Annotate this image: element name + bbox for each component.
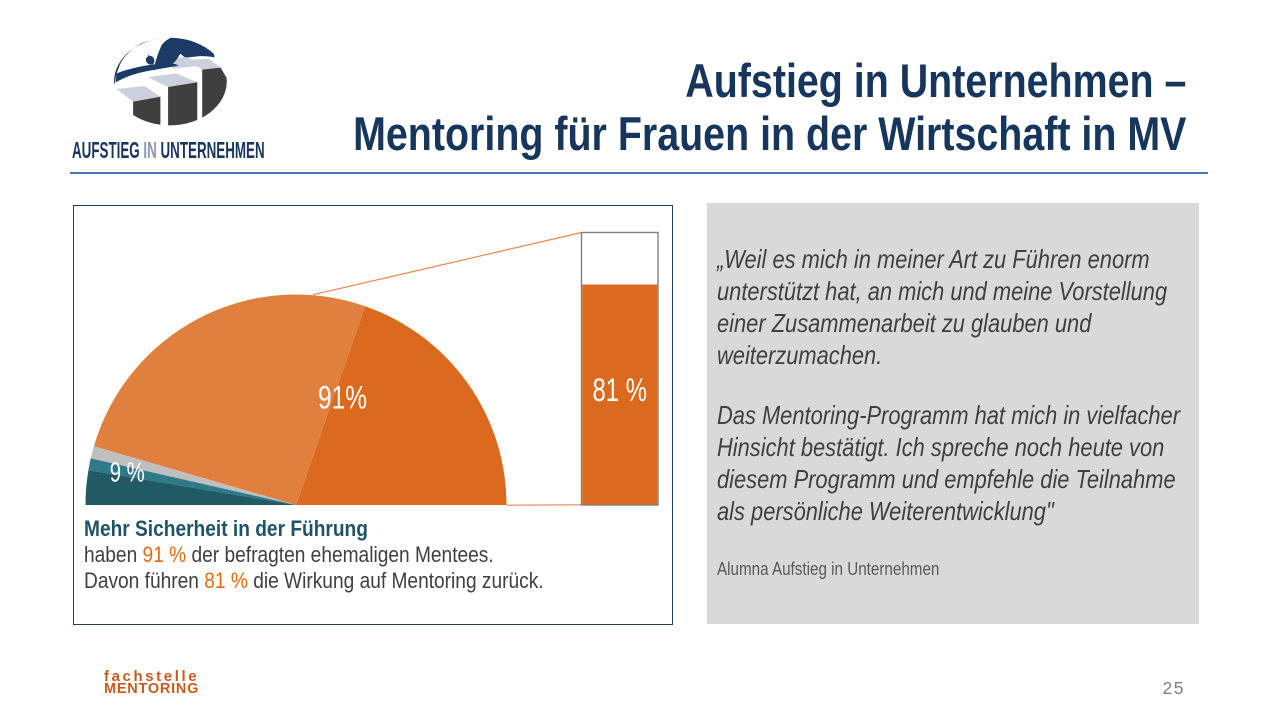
- svg-text:91%: 91%: [318, 380, 367, 416]
- svg-text:9 %: 9 %: [110, 457, 145, 488]
- svg-text:81 %: 81 %: [593, 372, 648, 408]
